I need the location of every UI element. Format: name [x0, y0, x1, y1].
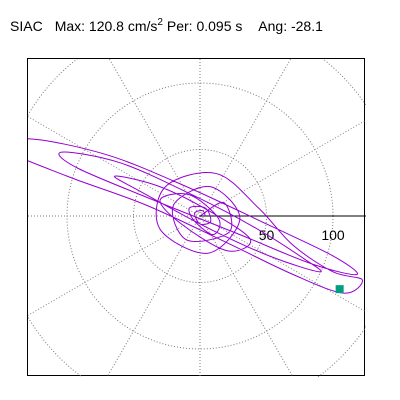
- polar-spoke-2: [199, 59, 292, 217]
- plot-area: 50 100: [27, 58, 366, 377]
- end-point-marker: [335, 285, 344, 294]
- max-unit: cm/s: [127, 18, 158, 34]
- angle-value: -28.1: [290, 18, 323, 34]
- max-value: 120.8: [88, 18, 124, 34]
- polar-spoke-5: [28, 116, 201, 217]
- polar-spoke-10: [199, 215, 294, 377]
- polar-spoke-1: [199, 119, 366, 217]
- angle-label: Ang:: [258, 18, 288, 34]
- chart-title: SIAC Max: 120.8 cm/s2 Per: 0.095 s Ang: -…: [10, 17, 323, 37]
- max-label: Max:: [54, 18, 86, 34]
- orbit-chart: 50 100: [28, 59, 366, 377]
- period-value: 0.095 s: [196, 18, 243, 34]
- station-name: SIAC: [10, 18, 43, 34]
- polar-spoke-4: [108, 59, 201, 217]
- polar-spoke-8: [106, 215, 201, 377]
- axis-tick-label: 100: [321, 227, 345, 243]
- polar-spoke-7: [28, 215, 201, 316]
- orbit-trace-line: [28, 138, 363, 294]
- period-label: Per:: [166, 18, 193, 34]
- max-unit-exponent: 2: [157, 17, 163, 28]
